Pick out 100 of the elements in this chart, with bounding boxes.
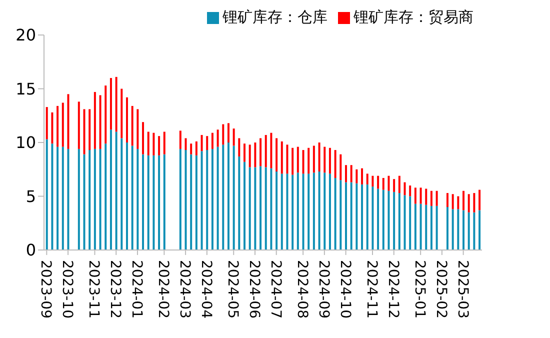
x-tick-label: 2023-11 — [86, 260, 102, 318]
bar — [462, 190, 465, 210]
x-tick-label: 2025-01 — [412, 260, 428, 318]
bar — [324, 172, 326, 250]
bar — [120, 88, 123, 138]
bar — [136, 148, 139, 250]
bar — [110, 78, 112, 130]
bar — [136, 109, 139, 149]
bar — [296, 146, 299, 173]
bar — [414, 188, 416, 204]
x-tick-label: 2024-08 — [294, 260, 310, 318]
bar — [264, 167, 267, 250]
y-tick-label: 20 — [16, 26, 36, 45]
bar — [404, 182, 406, 196]
y-tick-label: 10 — [16, 133, 36, 152]
bar — [340, 180, 342, 250]
bar — [46, 107, 48, 140]
x-tick-label: 2024-03 — [176, 260, 193, 318]
bar — [83, 109, 86, 154]
x-tick-label: 2024-04 — [198, 260, 214, 319]
bar — [51, 144, 54, 250]
bar — [446, 193, 448, 207]
bar — [142, 122, 144, 154]
bar — [430, 190, 432, 206]
bar — [104, 144, 107, 250]
bar — [222, 144, 224, 250]
bar — [110, 130, 112, 250]
bar — [340, 154, 342, 180]
bar — [254, 167, 256, 250]
bar — [292, 174, 294, 250]
bar — [312, 172, 315, 250]
bar — [104, 86, 107, 144]
bar — [99, 148, 102, 250]
bar — [190, 144, 192, 154]
bar — [328, 148, 331, 174]
bar — [88, 150, 91, 250]
bar — [366, 184, 368, 250]
bar — [328, 174, 331, 250]
bar — [94, 148, 96, 250]
bar — [244, 144, 246, 162]
x-tick-label: 2024-06 — [246, 260, 262, 319]
bar — [452, 194, 454, 210]
bar — [356, 169, 358, 184]
bar — [56, 106, 59, 147]
bar — [462, 210, 465, 250]
bar — [372, 186, 374, 250]
bar — [206, 150, 208, 250]
legend-label: 锂矿库存：仓库 — [222, 8, 328, 26]
bar — [232, 146, 235, 250]
bar — [190, 154, 192, 250]
bar — [398, 176, 400, 194]
bar — [286, 174, 288, 250]
x-tick-label: 2023-10 — [59, 260, 76, 318]
x-tick-label: 2025-03 — [454, 260, 470, 318]
bar — [468, 212, 470, 250]
bar — [83, 154, 86, 250]
x-tick-label: 2023-09 — [38, 260, 54, 318]
bar — [88, 109, 91, 150]
bar — [227, 142, 230, 250]
bar — [334, 178, 336, 250]
bar — [67, 94, 70, 149]
x-tick-label: 2024-07 — [267, 260, 284, 318]
bar — [270, 132, 272, 168]
bar — [200, 134, 203, 152]
bar — [62, 146, 64, 250]
bar — [388, 176, 390, 191]
bar — [468, 194, 470, 212]
bar — [280, 141, 283, 174]
y-tick-label: 15 — [16, 79, 36, 98]
bar — [142, 154, 144, 250]
bar — [361, 168, 364, 184]
legend-label: 锂矿库存：贸易商 — [354, 8, 474, 26]
bar — [232, 128, 235, 146]
bar — [377, 188, 380, 250]
bar — [292, 148, 294, 175]
bar — [286, 144, 288, 174]
bar — [478, 210, 481, 250]
bar — [382, 190, 384, 250]
bar — [56, 146, 59, 250]
bar — [222, 124, 224, 145]
bar — [78, 102, 80, 149]
bar — [436, 190, 438, 206]
bar — [264, 134, 267, 168]
x-tick-label: 2025-02 — [432, 260, 449, 318]
x-tick-label: 2024-05 — [224, 260, 241, 318]
bar — [457, 196, 460, 210]
bar — [94, 92, 96, 149]
bar — [324, 146, 326, 173]
bar — [260, 138, 262, 166]
bar — [280, 174, 283, 250]
bar — [152, 155, 155, 250]
bar — [388, 190, 390, 250]
bar — [302, 174, 304, 250]
bar — [184, 138, 187, 150]
bar — [211, 132, 214, 149]
bar — [356, 183, 358, 250]
bar — [302, 150, 304, 174]
bar — [350, 182, 352, 250]
bar — [296, 172, 299, 250]
bar — [473, 212, 476, 250]
